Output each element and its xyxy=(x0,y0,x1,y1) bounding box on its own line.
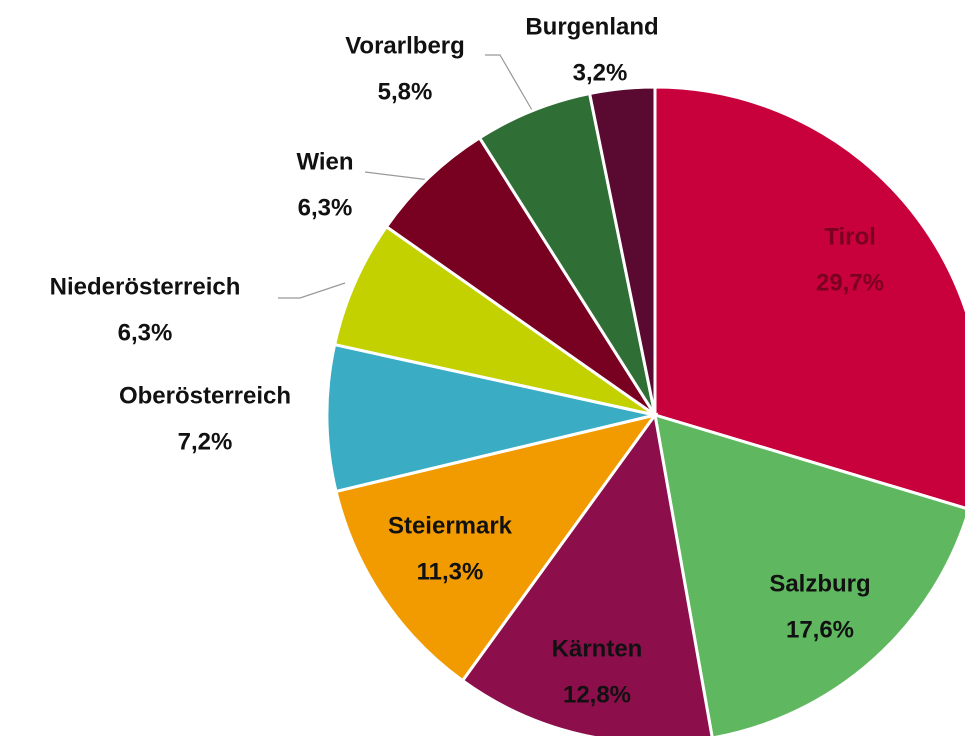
slice-label: Niederösterreich xyxy=(50,273,241,300)
value-label: 6,3% xyxy=(118,319,173,346)
slice-label: Oberösterreich xyxy=(119,382,291,409)
slice-label: Vorarlberg xyxy=(345,32,465,59)
slice-label: Burgenland xyxy=(525,13,658,40)
value-label: 29,7% xyxy=(816,269,884,296)
leader-line xyxy=(485,54,533,111)
pie-slice xyxy=(653,85,965,510)
slice-label: Kärnten xyxy=(552,635,643,662)
leader-line xyxy=(364,171,431,181)
slice-label: Tirol xyxy=(824,223,876,250)
value-label: 11,3% xyxy=(417,558,484,585)
value-label: 7,2% xyxy=(178,428,233,455)
value-label: 17,6% xyxy=(786,616,854,643)
pie-slice xyxy=(587,85,657,416)
value-label: 6,3% xyxy=(298,194,353,221)
pie-slice xyxy=(325,342,656,494)
value-label: 5,8% xyxy=(378,78,433,105)
pie-slice xyxy=(653,412,965,736)
slice-label: Salzburg xyxy=(769,570,870,597)
slice-label: Steiermark xyxy=(388,512,513,539)
value-label: 12,8% xyxy=(563,681,631,708)
pie-slice xyxy=(332,224,656,417)
pie-slice xyxy=(460,411,714,736)
pie-slice xyxy=(334,412,659,683)
slice-label: Wien xyxy=(296,148,353,175)
leader-line xyxy=(278,282,346,299)
pie-slice xyxy=(384,135,657,417)
value-label: 3,2% xyxy=(573,59,628,86)
